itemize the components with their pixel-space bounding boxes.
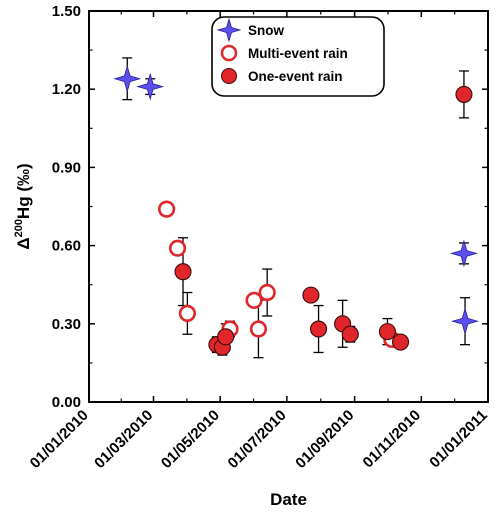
x-tick-label: 01/01/2011 bbox=[426, 407, 491, 472]
snow-point bbox=[136, 72, 165, 101]
one-event-rain-point bbox=[391, 333, 410, 351]
one-event-rain-point bbox=[341, 325, 359, 343]
x-tick-label: 01/11/2010 bbox=[360, 407, 425, 472]
one-event-rain-point bbox=[378, 323, 396, 341]
multi-event-rain-point bbox=[158, 200, 176, 218]
legend-box bbox=[211, 16, 385, 97]
multi-event-rain-point bbox=[178, 304, 196, 322]
x-axis-title: Date bbox=[270, 490, 307, 509]
multi-event-rain-point bbox=[245, 291, 263, 309]
multi-event-rain-point bbox=[258, 283, 276, 302]
one-event-rain-point bbox=[174, 263, 192, 281]
y-tick-label: 1.50 bbox=[52, 3, 81, 20]
one-event-rain-point bbox=[217, 328, 235, 346]
legend-multi-event-icon bbox=[220, 44, 238, 62]
x-tick-label: 01/01/2010 bbox=[27, 407, 92, 472]
multi-event-rain-point bbox=[168, 239, 187, 257]
snow-point bbox=[451, 307, 479, 336]
x-tick-label: 01/03/2010 bbox=[91, 407, 156, 472]
one-event-rain-point bbox=[310, 320, 328, 338]
y-tick-label: 0.00 bbox=[52, 394, 81, 411]
x-tick-label: 01/05/2010 bbox=[158, 407, 223, 472]
legend-snow-icon bbox=[216, 17, 242, 43]
data-marks-group bbox=[113, 57, 479, 359]
multi-event-rain-point bbox=[249, 320, 268, 338]
y-tick-label: 0.90 bbox=[52, 159, 81, 176]
legend-label: One-event rain bbox=[248, 69, 343, 84]
x-tick-label: 01/09/2010 bbox=[292, 407, 357, 472]
x-tick-label: 01/07/2010 bbox=[225, 407, 290, 472]
snow-point bbox=[450, 239, 478, 268]
y-tick-label: 0.30 bbox=[52, 316, 81, 333]
legend-label: Snow bbox=[248, 23, 284, 38]
snow-point bbox=[113, 64, 142, 93]
legend: Snow Multi-event rain One-event rain bbox=[211, 16, 385, 97]
legend-one-event-icon bbox=[221, 68, 237, 84]
y-tick-label: 0.60 bbox=[52, 238, 81, 255]
one-event-rain-point bbox=[455, 85, 473, 103]
y-tick-label: 1.20 bbox=[52, 81, 81, 98]
axis-titles-group: Date Δ200Hg (‰) bbox=[13, 163, 307, 509]
y-axis-title: Δ200Hg (‰) bbox=[13, 163, 33, 249]
legend-label: Multi-event rain bbox=[248, 46, 348, 61]
one-event-rain-point bbox=[302, 286, 320, 304]
